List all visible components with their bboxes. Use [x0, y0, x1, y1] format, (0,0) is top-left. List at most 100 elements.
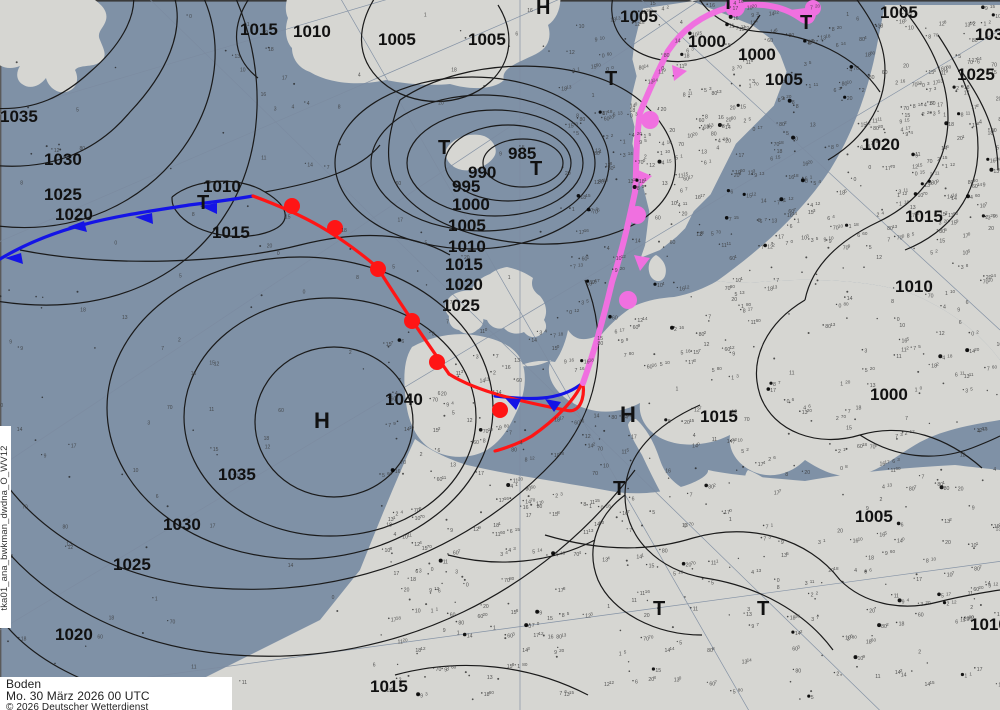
svg-text:T: T: [722, 0, 734, 14]
svg-text:60: 60: [896, 466, 902, 471]
svg-text:0: 0: [795, 137, 798, 143]
svg-text:1015: 1015: [700, 407, 738, 426]
svg-text:14: 14: [901, 673, 907, 679]
svg-text:2: 2: [772, 242, 775, 247]
svg-text:7: 7: [559, 691, 562, 697]
svg-text:18: 18: [795, 614, 801, 619]
svg-text:2: 2: [976, 103, 979, 108]
svg-text:80: 80: [504, 424, 510, 429]
svg-text:16: 16: [527, 8, 533, 14]
svg-text:70: 70: [167, 405, 173, 411]
svg-text:14: 14: [675, 38, 681, 44]
svg-text:17: 17: [210, 523, 216, 529]
svg-text:10: 10: [133, 468, 139, 474]
svg-text:2: 2: [989, 20, 992, 25]
svg-text:4: 4: [680, 20, 683, 26]
svg-text:9: 9: [639, 140, 642, 146]
svg-text:7: 7: [496, 354, 499, 360]
svg-text:15: 15: [917, 162, 923, 167]
svg-text:16: 16: [997, 342, 1000, 348]
svg-text:12: 12: [684, 285, 690, 290]
svg-text:0: 0: [854, 177, 857, 183]
svg-text:18: 18: [862, 442, 868, 447]
svg-text:17: 17: [739, 153, 745, 159]
svg-text:4: 4: [607, 556, 610, 561]
svg-text:11: 11: [688, 91, 693, 96]
svg-text:5: 5: [844, 189, 847, 194]
svg-text:6: 6: [946, 144, 949, 149]
svg-text:80: 80: [599, 520, 605, 525]
svg-text:T: T: [197, 192, 209, 214]
svg-text:4: 4: [662, 6, 665, 12]
svg-text:5: 5: [970, 387, 973, 392]
svg-text:4: 4: [599, 149, 602, 154]
svg-text:2: 2: [593, 442, 596, 447]
svg-text:13: 13: [810, 122, 816, 128]
svg-text:17: 17: [770, 388, 776, 394]
svg-text:20: 20: [804, 470, 810, 476]
svg-text:5: 5: [869, 245, 872, 251]
svg-text:15: 15: [667, 159, 673, 164]
svg-text:2: 2: [895, 81, 898, 87]
svg-text:9: 9: [450, 528, 453, 534]
svg-text:11: 11: [966, 111, 971, 116]
svg-text:1: 1: [897, 193, 900, 199]
svg-text:0: 0: [485, 327, 488, 332]
svg-text:9: 9: [905, 132, 908, 138]
svg-text:4: 4: [864, 35, 867, 40]
svg-text:0: 0: [189, 14, 192, 20]
svg-text:5: 5: [392, 264, 395, 270]
svg-text:2: 2: [606, 135, 609, 141]
svg-text:2: 2: [572, 69, 575, 75]
svg-text:20: 20: [870, 366, 876, 371]
svg-text:3: 3: [813, 208, 816, 213]
svg-text:13: 13: [717, 89, 723, 94]
svg-text:3: 3: [455, 570, 458, 576]
svg-text:11: 11: [814, 82, 819, 87]
svg-text:16: 16: [718, 115, 724, 121]
svg-text:1: 1: [945, 164, 948, 170]
svg-text:9: 9: [754, 173, 757, 179]
svg-text:7: 7: [161, 346, 164, 352]
svg-text:5: 5: [733, 690, 736, 696]
svg-text:8: 8: [773, 382, 776, 388]
svg-text:14: 14: [761, 198, 767, 204]
svg-text:16: 16: [738, 0, 744, 4]
svg-text:9: 9: [9, 340, 12, 346]
svg-text:60: 60: [871, 637, 877, 642]
svg-text:3: 3: [847, 636, 850, 642]
svg-text:3: 3: [864, 349, 867, 355]
svg-text:2: 2: [800, 629, 803, 634]
svg-text:9: 9: [972, 506, 975, 512]
svg-text:6: 6: [615, 330, 618, 336]
svg-text:20: 20: [815, 4, 821, 9]
svg-text:2: 2: [836, 672, 839, 678]
svg-text:60: 60: [699, 118, 705, 124]
svg-text:8: 8: [928, 35, 931, 41]
svg-text:1: 1: [976, 541, 979, 546]
svg-text:20: 20: [441, 392, 447, 398]
svg-text:17: 17: [559, 415, 565, 420]
svg-text:8: 8: [432, 331, 435, 337]
svg-text:4: 4: [910, 130, 913, 135]
svg-text:4: 4: [901, 127, 904, 133]
svg-text:7: 7: [887, 238, 890, 244]
svg-text:9: 9: [499, 152, 502, 158]
svg-text:4: 4: [763, 460, 766, 465]
svg-text:17: 17: [71, 443, 77, 449]
svg-text:80: 80: [629, 351, 635, 356]
svg-text:7: 7: [458, 549, 461, 554]
svg-text:1: 1: [915, 388, 918, 394]
svg-text:2: 2: [935, 249, 938, 254]
svg-text:3: 3: [897, 457, 900, 462]
svg-text:16: 16: [652, 363, 658, 368]
svg-text:20: 20: [988, 226, 994, 232]
svg-text:4: 4: [394, 532, 397, 538]
svg-text:8: 8: [722, 124, 725, 130]
svg-text:1015: 1015: [905, 207, 943, 226]
svg-text:8: 8: [557, 510, 560, 515]
svg-text:3: 3: [539, 330, 542, 336]
svg-text:3: 3: [934, 86, 937, 91]
svg-text:3: 3: [804, 62, 807, 68]
svg-text:1: 1: [809, 84, 812, 90]
